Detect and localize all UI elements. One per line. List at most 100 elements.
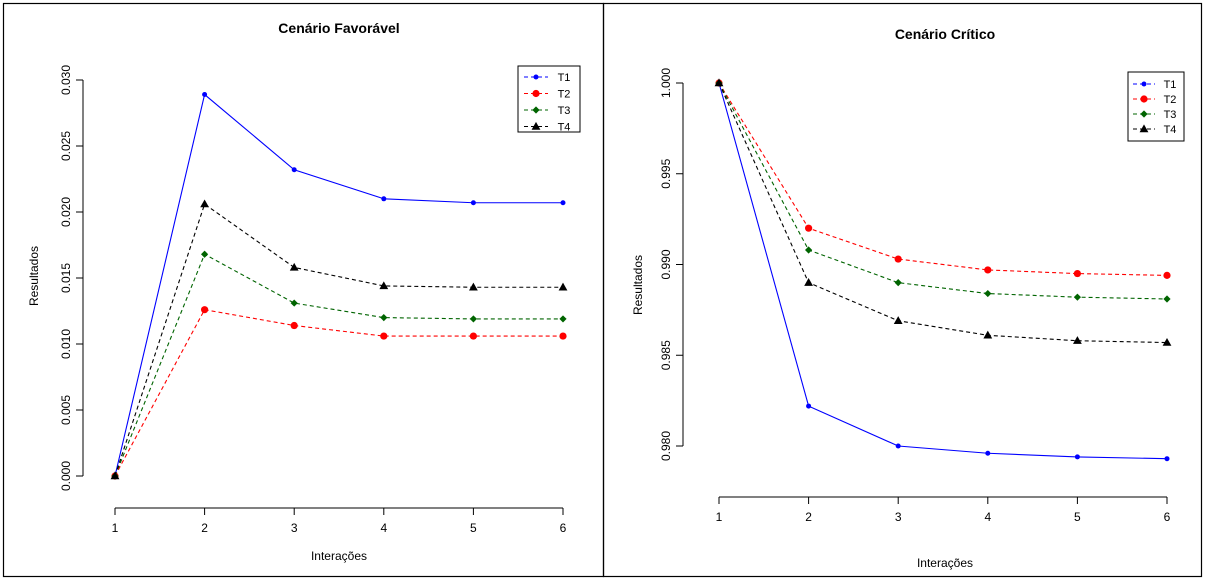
data-point-t4 [200, 199, 209, 208]
series-line-t2 [718, 82, 1168, 276]
x-tick-label: 5 [470, 521, 477, 535]
data-point-t3 [380, 314, 388, 322]
data-point-t1 [381, 196, 387, 202]
data-point-t1 [895, 443, 901, 449]
panel-border [602, 2, 1203, 578]
data-point-t2 [805, 224, 813, 232]
data-point-t4 [893, 316, 903, 324]
y-tick-label: 0.025 [59, 131, 73, 161]
x-axis-label: Interações [917, 556, 973, 570]
x-tick-label: 5 [1074, 510, 1081, 524]
series-line-t4 [114, 203, 563, 477]
data-point-t4 [469, 282, 478, 291]
data-point-t1 [985, 450, 991, 456]
x-tick-label: 4 [380, 521, 387, 535]
legend-label: T4 [1164, 124, 1177, 136]
axes: 1 2 3 4 5 6 0.000 0.005 0.010 0.015 0.020 0.025 0.03… [59, 65, 567, 535]
legend-box [517, 65, 581, 133]
data-point-t2 [894, 255, 902, 263]
legend-marker [533, 74, 539, 80]
data-point-t3 [984, 289, 992, 298]
data-point-t2 [984, 266, 992, 274]
y-tick-label: 1.000 [659, 68, 673, 98]
data-point-t2 [559, 332, 567, 340]
y-tick-label: 0.030 [59, 65, 73, 95]
x-tick-label: 3 [895, 510, 902, 524]
y-tick-label: 0.995 [659, 158, 673, 188]
data-point-t4 [1073, 336, 1082, 344]
y-axis-label: Resultados [631, 255, 645, 315]
x-tick-label: 1 [716, 510, 723, 524]
chart-title: Cenário Crítico [895, 26, 995, 42]
y-tick-label: 0.005 [59, 395, 73, 425]
y-tick-label: 0.990 [659, 249, 673, 279]
x-tick-label: 2 [805, 510, 812, 524]
data-point-t4 [289, 262, 299, 271]
data-point-t2 [1073, 269, 1081, 278]
legend-label: T1 [1164, 79, 1177, 91]
legend-marker [532, 106, 540, 114]
data-point-t1 [1164, 456, 1170, 462]
legend-label: T2 [558, 89, 571, 101]
data-point-t4 [983, 330, 993, 339]
data-point-t1 [806, 403, 812, 409]
x-tick-label: 4 [984, 510, 991, 524]
legend: T1 T2 T3 T4 [524, 72, 570, 134]
data-point-t1 [560, 200, 566, 206]
chart-title: Cenário Favorável [278, 20, 399, 36]
data-point-t2 [380, 332, 388, 340]
data-point-t4 [558, 282, 568, 291]
y-tick-label: 0.980 [659, 431, 673, 461]
legend-marker [532, 89, 540, 98]
series-line-t3 [718, 82, 1168, 300]
chart-panel-critico: Cenário Crítico Interações Resultados 1 2… [602, 2, 1203, 578]
data-point-t4 [110, 471, 120, 480]
y-tick-label: 0.985 [659, 340, 673, 370]
data-point-t3 [559, 315, 567, 323]
legend-label: T3 [1164, 109, 1177, 121]
data-point-t2 [290, 321, 298, 330]
legend-marker [1140, 95, 1148, 103]
legend-label: T2 [1164, 94, 1177, 106]
panel-border [2, 2, 605, 578]
y-tick-label: 0.020 [59, 197, 73, 227]
x-tick-label: 6 [1164, 510, 1171, 524]
y-tick-label: 0.015 [59, 263, 73, 293]
data-point-t3 [805, 246, 813, 254]
series-layer [110, 92, 568, 480]
x-tick-label: 6 [560, 521, 567, 535]
data-point-t3 [290, 299, 298, 307]
data-point-t1 [202, 92, 208, 98]
legend: T1 T2 T3 T4 [1133, 79, 1176, 136]
legend-marker [1139, 124, 1149, 133]
y-tick-label: 0.000 [59, 461, 73, 491]
x-tick-label: 2 [201, 521, 208, 535]
data-point-t3 [894, 279, 902, 287]
chart-panel-favoravel: Cenário Favorável Interações Resultados … [2, 2, 605, 578]
axes: 1 2 3 4 5 6 0.980 0.985 0.990 0.995 1.000 [659, 68, 1171, 524]
data-point-t2 [1163, 271, 1171, 279]
legend-label: T4 [558, 122, 571, 134]
legend-box [1127, 71, 1185, 142]
data-point-t2 [201, 306, 209, 314]
data-point-t1 [1074, 454, 1080, 460]
legend-marker [531, 121, 541, 130]
y-tick-label: 0.010 [59, 329, 73, 359]
data-point-t3 [469, 315, 477, 323]
legend-marker [1141, 81, 1147, 87]
data-point-t2 [469, 332, 477, 340]
data-point-t4 [804, 278, 813, 286]
x-axis-label: Interações [311, 549, 367, 563]
series-line-t3 [114, 253, 563, 477]
legend-label: T1 [558, 72, 571, 84]
x-tick-label: 1 [112, 521, 119, 535]
data-point-t3 [201, 250, 209, 258]
series-line-t1 [718, 82, 1168, 460]
x-tick-label: 3 [291, 521, 298, 535]
legend-label: T3 [558, 105, 571, 117]
series-line-t4 [718, 82, 1168, 344]
series-line-t2 [114, 309, 563, 477]
data-point-t4 [714, 78, 724, 87]
